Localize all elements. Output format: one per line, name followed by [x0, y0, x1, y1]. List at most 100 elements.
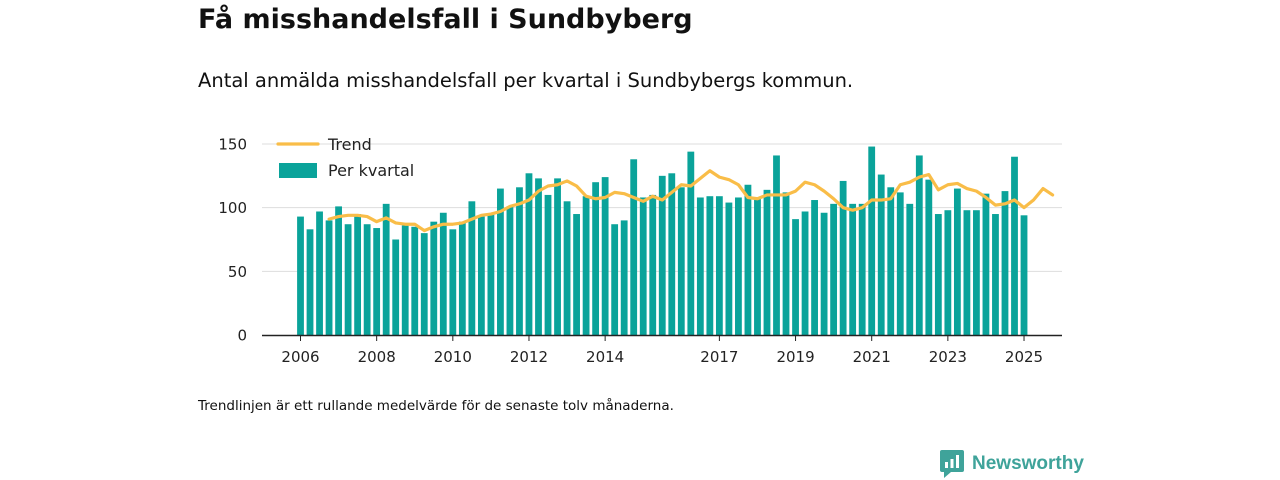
bar	[849, 203, 857, 335]
bar	[830, 203, 838, 335]
bar	[487, 214, 495, 335]
newsworthy-logo-icon	[940, 450, 964, 478]
bar	[382, 203, 390, 335]
bar	[325, 220, 333, 335]
bar	[582, 196, 590, 335]
bar	[858, 203, 866, 335]
bar	[544, 194, 552, 335]
bar	[915, 155, 923, 335]
bar	[401, 225, 409, 335]
bar	[458, 221, 466, 335]
x-tick-label: 2021	[853, 348, 891, 366]
bar	[506, 206, 514, 335]
bar	[763, 189, 771, 335]
y-tick-labels: 0 50 100 150	[218, 136, 247, 345]
bar	[896, 192, 904, 335]
bar	[477, 216, 485, 335]
chart-subtitle: Antal anmälda misshandelsfall per kvarta…	[198, 69, 854, 92]
bar	[535, 178, 542, 335]
bar	[906, 203, 914, 335]
bar	[468, 201, 476, 335]
chart-title: Få misshandelsfall i Sundbyberg	[198, 4, 693, 35]
bar	[811, 200, 818, 335]
bar	[877, 174, 885, 335]
bar	[554, 178, 561, 335]
x-tick-labels: 2006 2008 2010 2012 2014 2017 2019 2021 2023 2025	[281, 336, 1043, 366]
bar	[963, 210, 971, 335]
x-tick-label: 2012	[510, 348, 548, 366]
bar	[973, 210, 980, 335]
x-tick-label: 2010	[434, 348, 472, 366]
bar	[668, 173, 676, 335]
x-tick-label: 2025	[1005, 348, 1043, 366]
bar	[630, 159, 638, 335]
bar	[706, 196, 714, 335]
bar	[658, 175, 666, 335]
trend-line	[327, 169, 1055, 233]
bar	[354, 214, 362, 335]
brand-logo: Newsworthy	[940, 450, 1084, 478]
bar	[335, 206, 342, 335]
y-tick-label: 50	[228, 263, 247, 281]
x-tick-label: 2014	[586, 348, 624, 366]
legend-trend-label: Trend	[327, 135, 372, 154]
bar	[297, 216, 304, 335]
bar	[497, 188, 504, 335]
bar	[363, 224, 371, 335]
bar	[344, 224, 352, 335]
bar	[611, 224, 619, 335]
bar	[601, 177, 609, 335]
bar	[744, 184, 752, 335]
bar	[573, 214, 580, 335]
bar	[373, 228, 381, 335]
bar	[839, 180, 847, 335]
legend-bar-label: Per kvartal	[328, 161, 414, 180]
bar	[887, 187, 895, 335]
bar	[1011, 156, 1018, 335]
x-tick-label: 2006	[281, 348, 319, 366]
bar	[516, 187, 523, 335]
bar	[792, 219, 799, 335]
bar	[735, 197, 742, 335]
bar-series	[297, 146, 1028, 335]
bar	[639, 197, 647, 335]
x-tick-label: 2019	[776, 348, 814, 366]
bar	[868, 146, 876, 335]
y-tick-label: 0	[237, 327, 247, 345]
bar	[420, 233, 428, 335]
bar	[620, 220, 628, 335]
bar	[801, 211, 809, 335]
bar	[782, 192, 790, 335]
legend-bar-swatch	[279, 163, 317, 178]
bar	[992, 214, 999, 335]
bar	[820, 212, 828, 335]
bar	[1020, 215, 1028, 335]
bar	[925, 179, 933, 335]
x-tick-label: 2008	[358, 348, 396, 366]
bar	[725, 202, 733, 335]
bar	[944, 210, 952, 335]
x-tick-label: 2023	[929, 348, 967, 366]
bar	[316, 211, 323, 335]
footnote: Trendlinjen är ett rullande medelvärde f…	[198, 398, 674, 414]
bar	[715, 196, 723, 335]
bar	[754, 198, 761, 335]
bar	[525, 173, 533, 335]
bar	[934, 214, 942, 335]
bar	[392, 239, 400, 335]
bar	[439, 212, 447, 335]
legend: Trend Per kvartal	[276, 135, 414, 180]
bar	[677, 187, 685, 335]
bar	[773, 155, 780, 335]
brand-name: Newsworthy	[972, 453, 1084, 474]
bar	[953, 188, 961, 335]
bar	[592, 182, 600, 335]
bar	[687, 151, 695, 335]
bar	[449, 229, 457, 335]
y-tick-label: 150	[218, 136, 247, 154]
x-tick-label: 2017	[700, 348, 738, 366]
bar	[430, 221, 438, 335]
bar	[696, 197, 704, 335]
bar	[411, 226, 419, 335]
